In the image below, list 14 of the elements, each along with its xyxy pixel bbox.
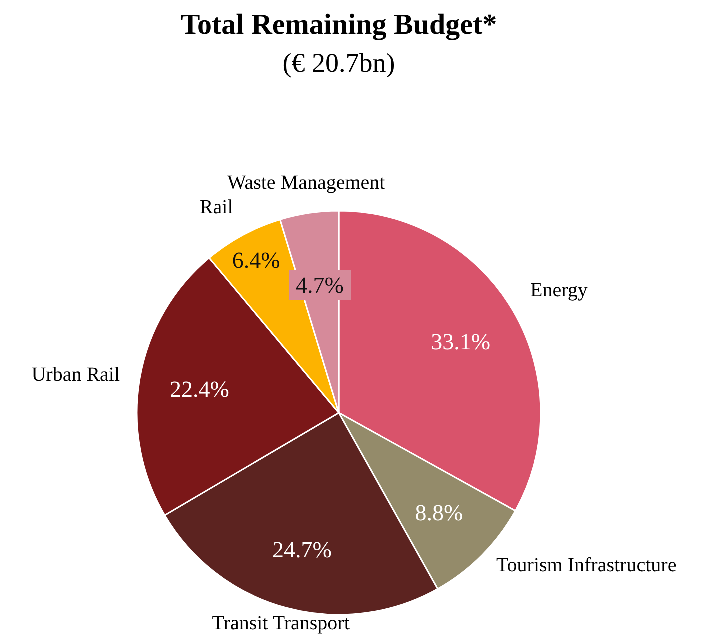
data-label: 24.7% bbox=[272, 538, 332, 563]
data-label: 22.4% bbox=[170, 376, 230, 402]
chart-title: Total Remaining Budget* bbox=[180, 9, 498, 41]
slice-label: Urban Rail bbox=[32, 364, 120, 386]
data-label: 4.7% bbox=[296, 273, 344, 298]
slice-label: Rail bbox=[200, 196, 234, 219]
chart-subtitle: (€ 20.7bn) bbox=[282, 48, 396, 78]
slice-label: Waste Management bbox=[227, 172, 386, 194]
data-label: 8.8% bbox=[415, 500, 464, 526]
slice-label: Tourism Infrastructure bbox=[496, 554, 677, 577]
data-label: 6.4% bbox=[232, 248, 280, 274]
slice-label: Energy bbox=[530, 279, 588, 302]
slice-label: Transit Transport bbox=[212, 612, 350, 635]
data-label: 33.1% bbox=[431, 329, 491, 354]
